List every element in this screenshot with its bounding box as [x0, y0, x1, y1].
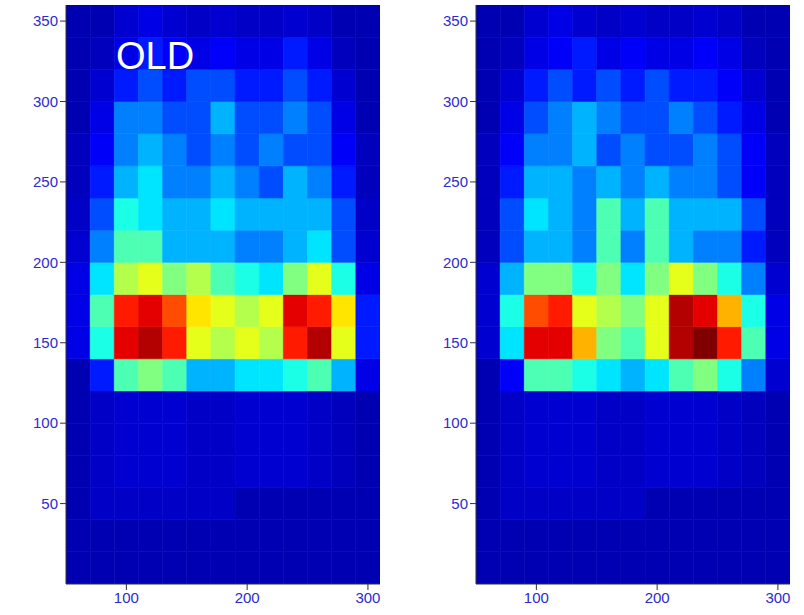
svg-text:100: 100 — [443, 414, 468, 431]
svg-text:200: 200 — [235, 589, 260, 606]
svg-text:100: 100 — [114, 589, 139, 606]
svg-text:350: 350 — [33, 12, 58, 29]
svg-text:350: 350 — [443, 12, 468, 29]
svg-text:300: 300 — [443, 93, 468, 110]
svg-text:300: 300 — [33, 93, 58, 110]
svg-text:50: 50 — [41, 495, 58, 512]
svg-text:200: 200 — [443, 254, 468, 271]
svg-text:150: 150 — [443, 334, 468, 351]
svg-text:300: 300 — [355, 589, 380, 606]
svg-text:250: 250 — [443, 173, 468, 190]
svg-text:150: 150 — [33, 334, 58, 351]
html-text:OLD: OLD — [116, 35, 195, 77]
svg-text:200: 200 — [33, 254, 58, 271]
svg-text:200: 200 — [645, 589, 670, 606]
svg-text:100: 100 — [33, 414, 58, 431]
svg-text:250: 250 — [33, 173, 58, 190]
svg-text:100: 100 — [524, 589, 549, 606]
svg-text:50: 50 — [451, 495, 468, 512]
svg-text:300: 300 — [765, 589, 790, 606]
